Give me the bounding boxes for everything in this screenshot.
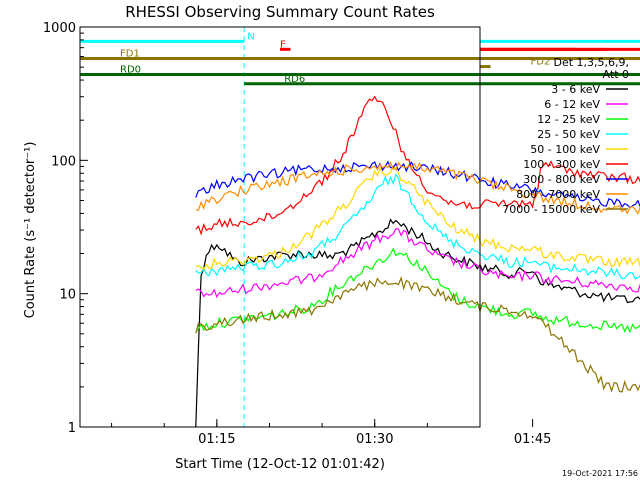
legend-label-7000-15000-kev: 7000 - 15000 keV [502, 203, 600, 216]
series-line-12-25-kev [195, 247, 640, 334]
series-line-7000-15000-kev [195, 276, 640, 393]
legend-label-100-300-kev: 100 - 300 keV [523, 158, 600, 171]
series-line-50-100-kev [195, 165, 640, 271]
legend-label-800-7000-kev: 800 - 7000 keV [516, 188, 600, 201]
state-bar-label-n: N [247, 31, 254, 42]
state-bar-label-f: F [280, 39, 286, 50]
legend-header-line-2: Att 0 [603, 68, 629, 81]
legend-label-12-25-kev: 12 - 25 keV [537, 113, 600, 126]
y-tick-label-100: 100 [51, 154, 76, 169]
x-axis-label: Start Time (12-Oct-12 01:01:42) [175, 457, 385, 472]
series-line-100-300-kev [195, 95, 640, 236]
state-bars: N F FD1 FD2 RD0 RD6 [80, 31, 640, 86]
series-line-6-12-kev [195, 228, 640, 299]
vertical-markers [243, 27, 245, 427]
legend-label-300-800-kev: 300 - 800 keV [523, 173, 600, 186]
series-line-300-800-kev [195, 160, 640, 209]
footer-timestamp: 19-Oct-2021 17:56 [562, 469, 638, 478]
plot-frame [79, 26, 481, 428]
legend-label-25-50-kev: 25 - 50 keV [537, 128, 600, 141]
y-tick-label-10: 10 [59, 288, 76, 303]
chart-title: RHESSI Observing Summary Count Rates [125, 3, 435, 21]
state-bar-label-rd0: RD0 [120, 65, 141, 76]
legend-label-3-6-kev: 3 - 6 keV [551, 83, 600, 96]
x-tick-label-01-45: 01:45 [514, 432, 551, 447]
state-bar-label-fd1: FD1 [120, 49, 140, 60]
state-bar-label-rd6: RD6 [284, 74, 305, 85]
x-tick-label-01-15: 01:15 [198, 432, 235, 447]
series-line-3-6-kev [195, 218, 640, 428]
y-axis-label: Count Rate (s⁻¹ detector⁻¹) [23, 142, 38, 319]
legend: Det 1,3,5,6,9,Att 03 - 6 keV 6 - 12 keV 12… [502, 56, 629, 216]
y-tick-label-1: 1 [68, 421, 76, 436]
series-line-800-7000-kev [195, 161, 640, 215]
series-layer [195, 95, 640, 428]
series-line-25-50-kev [195, 173, 640, 280]
legend-label-6-12-kev: 6 - 12 keV [544, 98, 600, 111]
y-tick-label-1000: 1000 [43, 21, 76, 36]
x-tick-label-01-30: 01:30 [356, 432, 393, 447]
legend-header-line-1: Det 1,3,5,6,9, [553, 56, 629, 69]
state-bar-label-fd2: FD2 [531, 57, 551, 68]
legend-label-50-100-kev: 50 - 100 keV [530, 143, 600, 156]
